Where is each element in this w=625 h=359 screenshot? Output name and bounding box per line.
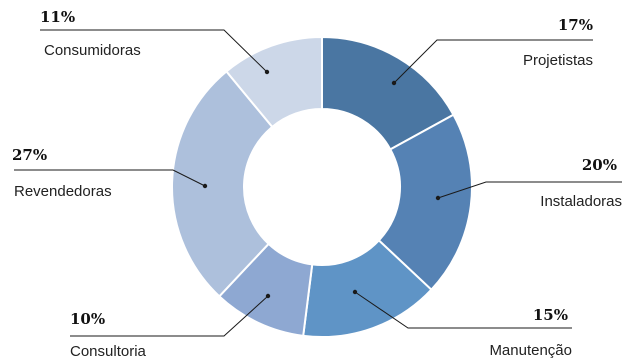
data-label-category: Revendedoras [14,183,112,200]
leader-dot [265,293,271,299]
data-label-percent: 27% [12,146,47,164]
slice-instaladoras [377,113,473,292]
leader-dot [435,195,441,201]
data-label-percent: 11% [40,8,75,26]
data-label-percent: 20% [582,156,617,174]
leader-line [14,169,206,187]
leader-dot [264,69,270,75]
leader-dot [352,289,358,295]
callouts: 17% Projetistas 20% Instaladoras 15% Manutenç… [12,8,622,359]
leader-dot [391,80,397,86]
donut-slices [171,35,473,338]
data-label-category: Projetistas [523,52,593,69]
data-label-percent: 17% [558,16,593,34]
data-label-percent: 10% [70,310,105,328]
data-label-category: Consumidoras [44,42,141,59]
leader-line [437,181,622,199]
data-label-category: Manutenção [489,342,572,359]
leader-line [393,39,593,84]
leader-line [70,295,269,337]
data-label-category: Instaladoras [540,193,622,210]
leader-dot [202,183,208,189]
leader-line [40,29,268,73]
data-label-percent: 15% [533,306,568,324]
slice-consumidoras [224,35,323,129]
leader-line [354,291,572,329]
data-label-category: Consultoria [70,343,147,359]
slice-revendedoras [171,70,274,298]
